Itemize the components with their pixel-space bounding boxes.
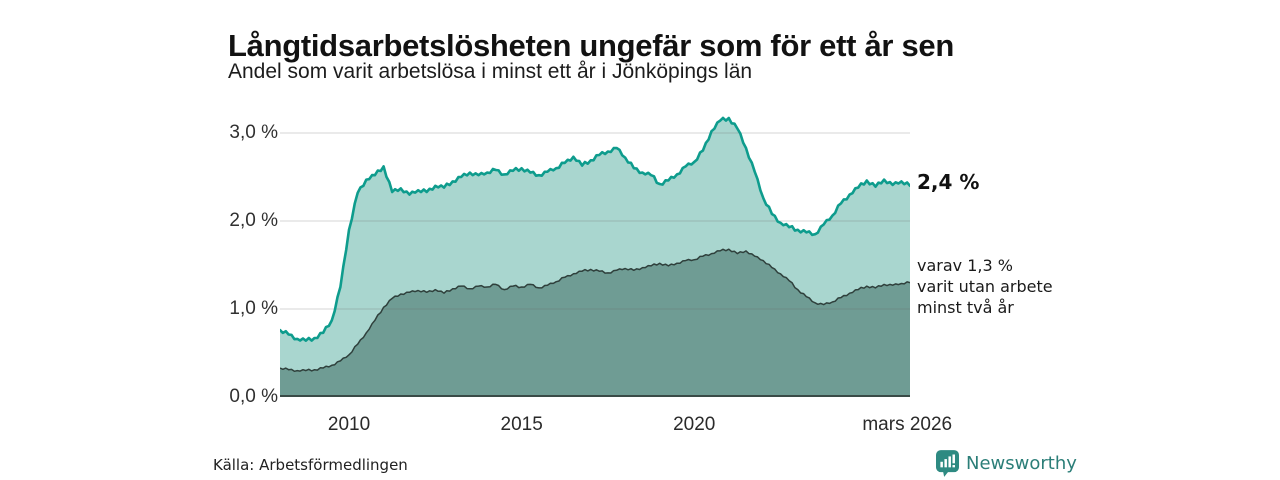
x-tick-label: mars 2026 xyxy=(862,414,953,435)
y-tick-label: 3,0 % xyxy=(229,121,278,143)
x-tick-label: 2010 xyxy=(327,414,371,435)
series-end-label-total: 2,4 % xyxy=(917,170,980,194)
y-tick-label: 1,0 % xyxy=(229,297,278,319)
area-fill-subset xyxy=(280,249,910,397)
source-note: Källa: Arbetsförmedlingen xyxy=(213,456,408,474)
line-total xyxy=(280,116,910,342)
chart-subtitle: Andel som varit arbetslösa i minst ett å… xyxy=(228,60,753,83)
brand-name: Newsworthy xyxy=(966,453,1077,474)
page-title: Långtidsarbetslösheten ungefär som för e… xyxy=(228,27,955,63)
y-tick-label: 0,0 % xyxy=(229,386,278,407)
line-subset xyxy=(280,248,910,373)
newsworthy-chart-bubble-icon xyxy=(936,450,959,477)
area-chart-plot xyxy=(280,116,910,397)
x-tick-label: 2015 xyxy=(500,414,543,435)
x-tick-label: 2020 xyxy=(673,414,716,435)
series-end-label-subset: varav 1,3 % varit utan arbete minst två … xyxy=(917,256,1053,317)
y-tick-label: 2,0 % xyxy=(229,209,278,231)
brand-logo: Newsworthy xyxy=(936,450,1077,477)
